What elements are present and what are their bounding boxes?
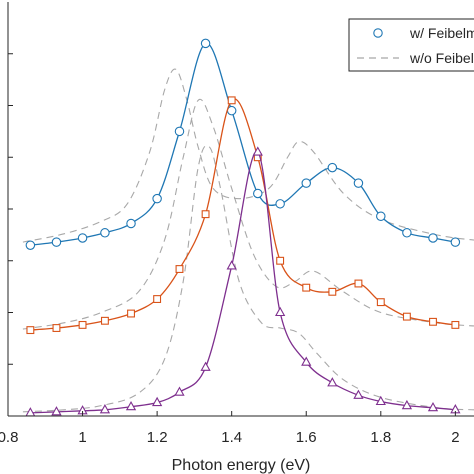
curves-layer [22, 38, 474, 417]
data-point [78, 320, 87, 329]
data-point [301, 178, 311, 188]
data-point [376, 211, 386, 221]
data-point [26, 326, 35, 335]
data-point [429, 317, 437, 326]
data-point [276, 256, 285, 265]
data-point [354, 279, 363, 288]
x-axis-label: Photon energy (eV) [172, 457, 311, 474]
data-point [226, 260, 237, 270]
x-tick-label: 0.8 [0, 429, 18, 446]
legend-box [348, 18, 474, 72]
data-point [252, 146, 263, 156]
data-point [353, 178, 364, 188]
data-point [152, 193, 162, 204]
data-point [227, 96, 236, 105]
series-middle-without-feibelman [22, 98, 474, 330]
data-point [125, 400, 137, 411]
data-point [302, 283, 311, 292]
legend-label-with: w/ Feibelman [409, 25, 474, 41]
series-bottom-without-feibelman [22, 144, 474, 413]
series-line [22, 98, 474, 330]
x-tick-label: 1.2 [147, 429, 168, 446]
series-middle-with-feibelman [26, 96, 460, 335]
legend-marker-circle [373, 28, 383, 38]
x-tick-label: 1 [78, 429, 86, 446]
x-tick-label: 1.4 [221, 429, 242, 446]
series-top-without-feibelman [22, 68, 474, 243]
data-point [401, 399, 413, 410]
data-point [376, 298, 385, 307]
data-point [375, 395, 386, 406]
data-point [450, 237, 461, 247]
data-point [201, 210, 210, 219]
x-tick-label: 2 [451, 429, 459, 446]
data-point [100, 316, 109, 325]
data-point [77, 233, 88, 243]
data-point [153, 295, 162, 303]
data-point [151, 396, 163, 407]
data-point [402, 312, 411, 321]
x-tick-label: 1.6 [296, 429, 317, 446]
series-line [22, 144, 474, 413]
data-point [253, 188, 263, 199]
x-tick-label: 1.8 [370, 429, 391, 446]
series-bottom-with-feibelman [25, 146, 461, 417]
data-point [275, 306, 286, 317]
data-point [200, 38, 211, 49]
legend-label-without: w/o Feibelman [409, 50, 474, 66]
data-point [353, 389, 364, 399]
data-point [127, 309, 135, 318]
series-line [22, 68, 474, 243]
data-point [100, 228, 110, 238]
data-point [327, 162, 338, 173]
data-point [99, 404, 111, 414]
data-point [402, 228, 412, 238]
data-point [51, 237, 62, 247]
data-point [51, 406, 62, 416]
legend: w/ Feibelman w/o Feibelman [348, 18, 474, 72]
data-point [427, 401, 439, 412]
data-point [200, 361, 211, 371]
data-point [174, 126, 185, 137]
series-top-with-feibelman [25, 38, 461, 250]
data-point [52, 324, 61, 332]
data-point [451, 320, 460, 329]
data-point [301, 356, 312, 366]
data-point [175, 265, 184, 273]
data-point [328, 287, 337, 296]
data-point [428, 233, 438, 243]
data-point [327, 377, 338, 387]
data-point [126, 218, 136, 229]
data-point [25, 240, 36, 250]
data-point [275, 199, 285, 209]
data-point [174, 386, 185, 396]
